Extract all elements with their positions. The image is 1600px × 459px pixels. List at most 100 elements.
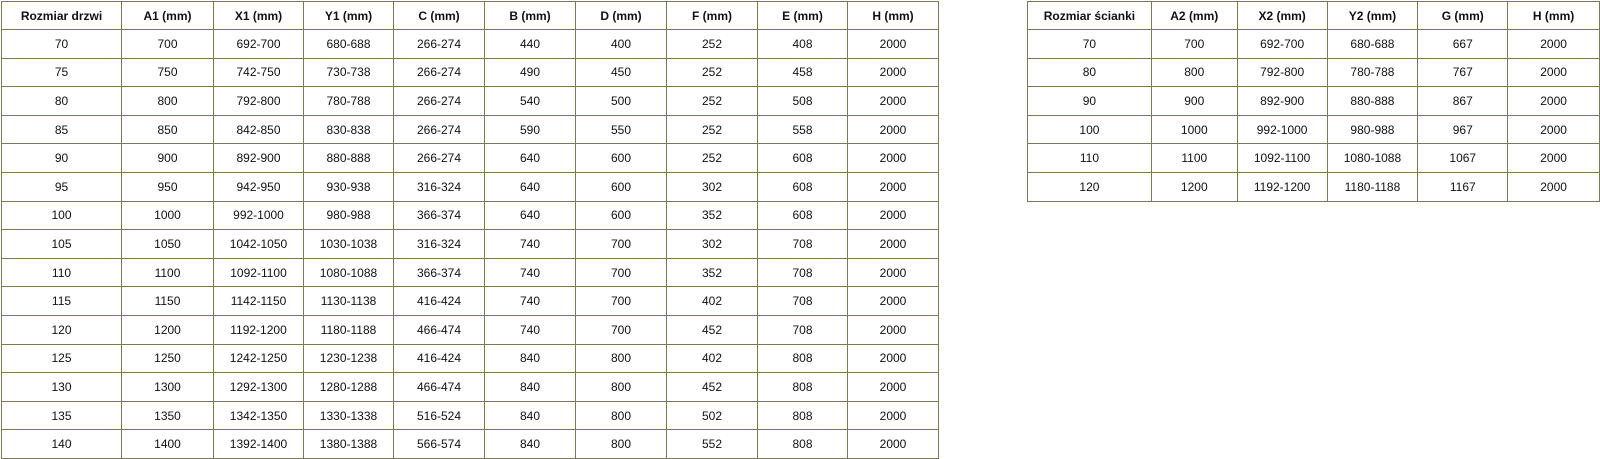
header-cell: Rozmiar ścianki (1027, 1, 1152, 30)
table-cell: 1192-1200 (1236, 171, 1328, 202)
table-cell: 750 (121, 57, 214, 88)
table-cell: 667 (1417, 29, 1509, 59)
table-cell: 1292-1300 (213, 372, 304, 402)
table-cell: 700 (575, 257, 667, 288)
table-cell: 2000 (847, 86, 939, 116)
table-cell: 252 (666, 86, 758, 116)
table-cell: 1042-1050 (213, 229, 304, 259)
header-cell: H (mm) (1507, 1, 1600, 30)
table-cell: 80 (1027, 57, 1152, 88)
table-cell: 95 (1, 171, 122, 202)
table-cell: 700 (575, 229, 667, 259)
table-cell: 740 (484, 314, 576, 345)
table-cell: 105 (1, 229, 122, 259)
table-cell: 1092-1100 (1236, 143, 1328, 173)
header-cell: H (mm) (847, 1, 939, 30)
table-cell: 266-274 (393, 114, 485, 145)
table-row: 80 800 792-800 780-788 767 2000 (1027, 57, 1600, 88)
table-cell: 266-274 (393, 57, 485, 88)
table-cell: 1300 (121, 372, 214, 402)
table-cell: 2000 (847, 314, 939, 345)
table-cell: 2000 (1507, 114, 1600, 145)
table-cell: 466-474 (393, 314, 485, 345)
table-cell: 840 (484, 429, 576, 459)
table-row: 85 850 842-850 830-838 266-274 590 550 252 558 20… (1, 114, 939, 145)
header-row: Rozmiar ścianki A2 (mm) X2 (mm) Y2 (mm) G (m… (1027, 1, 1600, 30)
table-cell: 708 (757, 229, 848, 259)
table-cell: 740 (484, 229, 576, 259)
table-cell: 800 (1150, 57, 1238, 88)
table-cell: 1230-1238 (303, 343, 394, 374)
table-cell: 700 (575, 314, 667, 345)
table-cell: 135 (1, 400, 122, 431)
table-cell: 808 (757, 372, 848, 402)
table-cell: 742-750 (213, 57, 304, 88)
table-cell: 120 (1027, 171, 1152, 202)
table-cell: 1080-1088 (303, 257, 394, 288)
table-cell: 600 (575, 171, 667, 202)
table-cell: 252 (666, 57, 758, 88)
table-cell: 2000 (847, 29, 939, 59)
table-cell: 1050 (121, 229, 214, 259)
table-cell: 1192-1200 (213, 314, 304, 345)
table-cell: 1030-1038 (303, 229, 394, 259)
table-cell: 680-688 (303, 29, 394, 59)
table-cell: 980-988 (303, 200, 394, 231)
table-cell: 2000 (847, 257, 939, 288)
table-cell: 2000 (847, 229, 939, 259)
table-cell: 850 (121, 114, 214, 145)
table-cell: 402 (666, 286, 758, 316)
table-cell: 680-688 (1326, 29, 1419, 59)
table-row: 140 1400 1392-1400 1380-1388 566-574 840 800 55… (1, 429, 939, 459)
table-cell: 2000 (1507, 29, 1600, 59)
table-cell: 352 (666, 200, 758, 231)
table-row: 130 1300 1292-1300 1280-1288 466-474 840 800 45… (1, 372, 939, 402)
table-cell: 700 (1150, 29, 1238, 59)
table-cell: 2000 (847, 114, 939, 145)
table-header: Rozmiar drzwi A1 (mm) X1 (mm) Y1 (mm) C (mm)… (1, 1, 939, 30)
table-row: 110 1100 1092-1100 1080-1088 366-374 740 700 35… (1, 257, 939, 288)
table-cell: 266-274 (393, 86, 485, 116)
table-cell: 416-424 (393, 343, 485, 374)
table-cell: 416-424 (393, 286, 485, 316)
table-cell: 840 (484, 343, 576, 374)
table-cell: 808 (757, 343, 848, 374)
table-cell: 808 (757, 400, 848, 431)
table-cell: 640 (484, 200, 576, 231)
table-row: 110 1100 1092-1100 1080-1088 1067 2000 (1027, 143, 1600, 173)
table-cell: 115 (1, 286, 122, 316)
table-cell: 840 (484, 400, 576, 431)
table-cell: 90 (1, 143, 122, 173)
table-cell: 252 (666, 114, 758, 145)
table-cell: 640 (484, 143, 576, 173)
table-row: 135 1350 1342-1350 1330-1338 516-524 840 800 50… (1, 400, 939, 431)
table-row: 115 1150 1142-1150 1130-1138 416-424 740 700 40… (1, 286, 939, 316)
table-cell: 1180-1188 (303, 314, 394, 345)
table-cell: 266-274 (393, 29, 485, 59)
table-cell: 980-988 (1326, 114, 1419, 145)
header-cell: C (mm) (393, 1, 485, 30)
table-cell: 540 (484, 86, 576, 116)
table-cell: 452 (666, 372, 758, 402)
table-cell: 85 (1, 114, 122, 145)
table-cell: 900 (1150, 86, 1238, 116)
table-cell: 110 (1, 257, 122, 288)
table-row: 90 900 892-900 880-888 266-274 640 600 252 608 20… (1, 143, 939, 173)
table-cell: 366-374 (393, 257, 485, 288)
table-cell: 70 (1, 29, 122, 59)
table-cell: 792-800 (213, 86, 304, 116)
table-cell: 2000 (847, 171, 939, 202)
table-cell: 508 (757, 86, 848, 116)
table-cell: 75 (1, 57, 122, 88)
table-cell: 316-324 (393, 171, 485, 202)
table-cell: 800 (575, 372, 667, 402)
table-cell: 600 (575, 143, 667, 173)
table-cell: 708 (757, 314, 848, 345)
table-cell: 800 (575, 400, 667, 431)
table-cell: 867 (1417, 86, 1509, 116)
table-cell: 767 (1417, 57, 1509, 88)
table-cell: 1342-1350 (213, 400, 304, 431)
table-cell: 466-474 (393, 372, 485, 402)
table-cell: 708 (757, 257, 848, 288)
table-cell: 400 (575, 29, 667, 59)
